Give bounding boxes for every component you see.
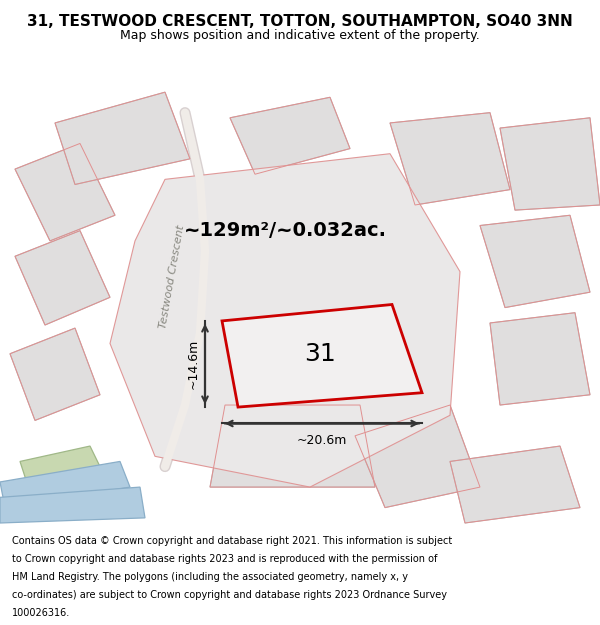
Text: 31, TESTWOOD CRESCENT, TOTTON, SOUTHAMPTON, SO40 3NN: 31, TESTWOOD CRESCENT, TOTTON, SOUTHAMPT…: [27, 14, 573, 29]
Polygon shape: [0, 461, 130, 508]
Polygon shape: [15, 231, 110, 325]
Polygon shape: [10, 328, 100, 421]
Text: Testwood Crescent: Testwood Crescent: [158, 224, 186, 329]
Polygon shape: [450, 446, 580, 523]
Polygon shape: [230, 98, 350, 174]
Polygon shape: [355, 405, 480, 508]
Polygon shape: [0, 487, 145, 523]
Text: Contains OS data © Crown copyright and database right 2021. This information is : Contains OS data © Crown copyright and d…: [12, 536, 452, 546]
Text: co-ordinates) are subject to Crown copyright and database rights 2023 Ordnance S: co-ordinates) are subject to Crown copyr…: [12, 589, 447, 599]
Polygon shape: [222, 304, 422, 407]
Polygon shape: [490, 312, 590, 405]
Text: ~14.6m: ~14.6m: [187, 339, 200, 389]
Text: ~20.6m: ~20.6m: [297, 434, 347, 447]
Polygon shape: [390, 112, 510, 205]
Text: to Crown copyright and database rights 2023 and is reproduced with the permissio: to Crown copyright and database rights 2…: [12, 554, 437, 564]
Polygon shape: [15, 144, 115, 241]
Polygon shape: [110, 154, 460, 487]
Polygon shape: [210, 405, 375, 487]
Polygon shape: [500, 118, 600, 210]
Text: 100026316.: 100026316.: [12, 608, 70, 618]
Text: Map shows position and indicative extent of the property.: Map shows position and indicative extent…: [120, 29, 480, 42]
Polygon shape: [55, 92, 190, 184]
Polygon shape: [20, 446, 110, 508]
Polygon shape: [480, 215, 590, 308]
Text: ~129m²/~0.032ac.: ~129m²/~0.032ac.: [184, 221, 386, 240]
Text: HM Land Registry. The polygons (including the associated geometry, namely x, y: HM Land Registry. The polygons (includin…: [12, 572, 408, 582]
Text: 31: 31: [304, 342, 336, 366]
